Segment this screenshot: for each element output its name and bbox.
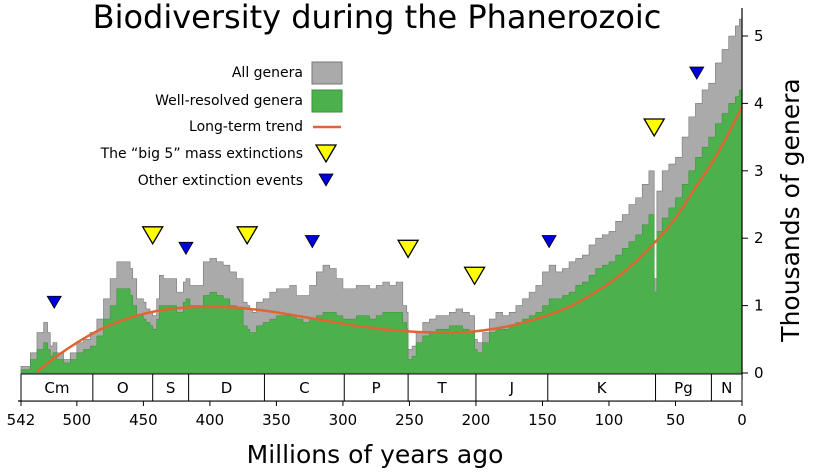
legend-swatch-all <box>311 61 343 85</box>
x-tick-label: 542 <box>7 411 36 429</box>
y-tick-label: 5 <box>754 27 764 45</box>
period-label: N <box>721 379 732 397</box>
legend-label-all: All genera <box>232 65 303 81</box>
y-tick-label: 2 <box>754 229 764 247</box>
period-bar: Cm O S D C P T J K Pg N <box>20 373 743 402</box>
trend-layer <box>36 106 744 373</box>
legend-label-well: Well-resolved genera <box>155 93 303 109</box>
period-label: J <box>509 379 514 397</box>
y-axis-label: Thousands of genera <box>776 78 805 342</box>
x-axis-label: Millions of years ago <box>247 440 504 469</box>
legend-label-trend: Long-term trend <box>189 119 303 135</box>
legend-label-big5: The “big 5” mass extinctions <box>100 146 303 162</box>
period-label: O <box>117 379 129 397</box>
extinction-markers <box>46 66 705 310</box>
legend-label-other: Other extinction events <box>138 173 303 189</box>
legend-swatch-well <box>311 89 343 113</box>
other-extinction-marker <box>304 235 321 249</box>
x-tick-label: 350 <box>262 411 291 429</box>
period-label: Cm <box>44 379 69 397</box>
other-extinction-marker <box>541 235 557 249</box>
period-bar-frame <box>20 373 743 402</box>
period-label: S <box>166 379 176 397</box>
x-tick-label: 0 <box>737 411 747 429</box>
x-tick-label: 50 <box>666 411 685 429</box>
period-label: T <box>436 379 447 397</box>
x-tick-label: 250 <box>395 411 424 429</box>
period-label: P <box>372 379 381 397</box>
period-label: K <box>597 379 608 397</box>
x-tick-label: 450 <box>129 411 158 429</box>
big5-extinction-marker <box>236 226 259 246</box>
x-tick-label: 300 <box>329 411 358 429</box>
y-tick-label: 0 <box>754 364 764 382</box>
x-tick-label: 500 <box>63 411 92 429</box>
other-extinction-marker <box>178 241 194 256</box>
other-extinction-marker <box>46 295 62 310</box>
y-tick-label: 3 <box>754 162 764 180</box>
plot-areas <box>20 15 743 374</box>
big5-extinction-marker <box>643 118 666 138</box>
big5-extinction-marker <box>141 226 164 246</box>
legend-swatch-other <box>318 173 334 187</box>
long-term-trend-line <box>36 106 744 373</box>
period-label: Pg <box>674 379 693 397</box>
x-tick-label: 150 <box>528 411 557 429</box>
chart-title: Biodiversity during the Phanerozoic <box>93 0 662 36</box>
y-tick-label: 4 <box>754 94 764 112</box>
period-label: D <box>221 379 233 397</box>
x-tick-label: 100 <box>595 411 624 429</box>
well-resolved-area <box>20 89 743 374</box>
legend-swatch-big5 <box>314 144 338 164</box>
legend: All genera Well-resolved genera Long-term … <box>100 61 343 189</box>
x-tick-label: 200 <box>462 411 491 429</box>
big5-extinction-marker <box>396 239 420 259</box>
period-label: C <box>299 379 309 397</box>
other-extinction-marker <box>689 66 705 80</box>
all-genera-area <box>20 15 743 374</box>
x-tick-label: 400 <box>196 411 225 429</box>
y-tick-label: 1 <box>754 297 764 315</box>
big5-extinction-marker <box>463 266 486 286</box>
